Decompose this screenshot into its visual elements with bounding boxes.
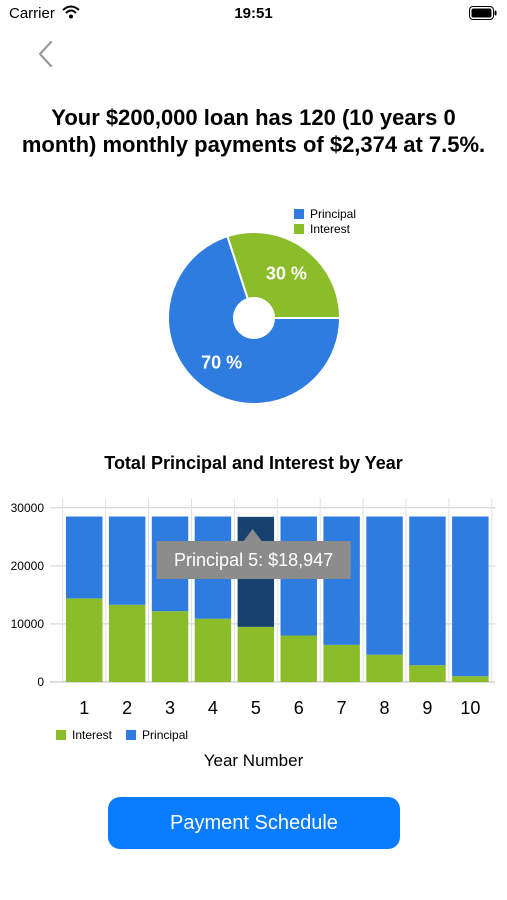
pie-slice-interest bbox=[226, 231, 342, 319]
bar-interest[interactable] bbox=[452, 676, 489, 682]
bar-principal[interactable] bbox=[452, 516, 489, 677]
back-button[interactable] bbox=[30, 38, 60, 70]
bar-interest[interactable] bbox=[66, 598, 103, 682]
pie-slice-label: 70 % bbox=[201, 352, 242, 372]
interest-swatch bbox=[294, 223, 304, 234]
bar-legend-label: Principal bbox=[142, 728, 189, 742]
x-tick-label: 3 bbox=[165, 698, 175, 718]
bar-interest[interactable] bbox=[323, 644, 360, 682]
bar-interest[interactable] bbox=[108, 604, 146, 682]
status-bar: Carrier 19:51 bbox=[0, 0, 507, 28]
tooltip-text: Principal 5: $18,947 bbox=[174, 550, 333, 570]
y-tick-label: 30000 bbox=[11, 501, 45, 515]
bar-principal[interactable] bbox=[323, 516, 360, 645]
bar-legend: Interest Principal bbox=[56, 728, 202, 742]
y-tick-label: 0 bbox=[37, 675, 44, 689]
bar-chart-title: Total Principal and Interest by Year bbox=[104, 453, 403, 473]
pie-legend-label: Interest bbox=[310, 221, 351, 236]
x-tick-label: 6 bbox=[294, 698, 304, 718]
x-tick-label: 10 bbox=[460, 698, 480, 718]
battery-icon bbox=[469, 6, 497, 20]
x-tick-label: 8 bbox=[380, 698, 390, 718]
y-tick-label: 10000 bbox=[11, 617, 45, 631]
pie-legend: Principal Interest bbox=[294, 206, 356, 236]
bar-chart: 0 10000 20000 30000 1 2 3 4 5 6 7 8 9 10 Principal 5: … bbox=[11, 498, 495, 718]
bar-interest[interactable] bbox=[151, 611, 189, 682]
bar-interest[interactable] bbox=[280, 635, 317, 682]
bar-interest[interactable] bbox=[366, 654, 403, 682]
x-tick-label: 5 bbox=[251, 698, 261, 718]
x-tick-label: 7 bbox=[337, 698, 347, 718]
bar-principal[interactable] bbox=[409, 516, 446, 666]
bar-tooltip: Principal 5: $18,947 bbox=[156, 529, 351, 579]
pie-legend-item-principal: Principal bbox=[294, 206, 356, 221]
tooltip-box bbox=[156, 541, 351, 579]
pie-legend-label: Principal bbox=[310, 206, 357, 221]
bar-interest[interactable] bbox=[409, 665, 446, 682]
chevron-left-icon bbox=[38, 40, 53, 68]
bar-legend-item-principal: Principal bbox=[126, 728, 188, 742]
bar-principal[interactable] bbox=[108, 516, 146, 605]
payment-schedule-label: Payment Schedule bbox=[170, 811, 338, 834]
bar-principal[interactable] bbox=[366, 516, 403, 655]
interest-swatch bbox=[56, 730, 66, 740]
bar-legend-item-interest: Interest bbox=[56, 728, 112, 742]
x-tick-label: 4 bbox=[208, 698, 218, 718]
bar-interest[interactable] bbox=[237, 626, 275, 682]
pie-legend-item-interest: Interest bbox=[294, 221, 356, 236]
tooltip-arrow bbox=[243, 529, 262, 541]
carrier-label: Carrier bbox=[9, 5, 55, 22]
status-time: 19:51 bbox=[234, 5, 273, 22]
pie-chart: 70 % 30 % bbox=[167, 231, 342, 405]
principal-swatch bbox=[294, 208, 304, 219]
loan-summary-headline: Your $200,000 loan has 120 (10 years 0 m… bbox=[21, 105, 486, 157]
x-axis-title: Year Number bbox=[203, 751, 304, 770]
bar-interest[interactable] bbox=[194, 618, 232, 682]
payment-schedule-button[interactable]: Payment Schedule bbox=[108, 797, 400, 849]
x-tick-label: 9 bbox=[422, 698, 432, 718]
pie-slice-principal bbox=[167, 234, 342, 405]
bar-legend-label: Interest bbox=[72, 728, 113, 742]
x-tick-label: 1 bbox=[79, 698, 89, 718]
x-tick-label: 2 bbox=[122, 698, 132, 718]
y-tick-label: 20000 bbox=[11, 559, 45, 573]
principal-swatch bbox=[126, 730, 137, 740]
bar-principal[interactable] bbox=[66, 516, 103, 599]
pie-slice-label: 30 % bbox=[266, 264, 307, 284]
wifi-icon bbox=[62, 5, 80, 19]
